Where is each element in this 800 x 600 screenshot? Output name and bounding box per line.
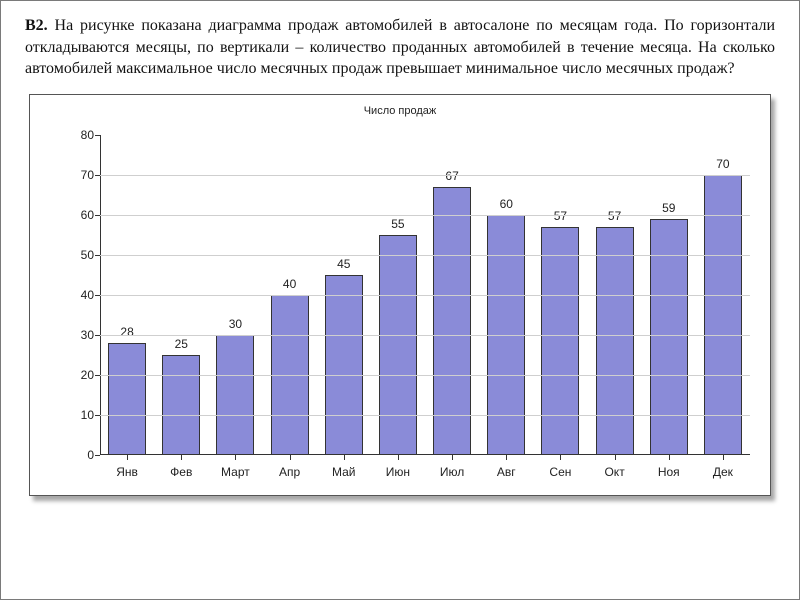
bar-value-label: 57 <box>540 209 580 223</box>
bar <box>108 343 146 455</box>
grid-line <box>100 175 750 176</box>
ytick-mark <box>95 455 100 456</box>
grid-line <box>100 375 750 376</box>
xtick-label: Март <box>221 465 250 479</box>
problem-text: В2. На рисунке показана диаграмма продаж… <box>25 15 775 80</box>
xtick-label: Ноя <box>658 465 680 479</box>
bar-value-label: 70 <box>703 157 743 171</box>
bar-value-label: 40 <box>270 277 310 291</box>
xtick-label: Июн <box>386 465 410 479</box>
ytick-mark <box>95 415 100 416</box>
bar-value-label: 60 <box>486 197 526 211</box>
bar <box>162 355 200 455</box>
ytick-mark <box>95 135 100 136</box>
xtick-mark <box>344 455 345 460</box>
xtick-label: Май <box>332 465 356 479</box>
grid-line <box>100 415 750 416</box>
bar <box>541 227 579 455</box>
xtick-mark <box>452 455 453 460</box>
xtick-mark <box>506 455 507 460</box>
xtick-label: Дек <box>713 465 733 479</box>
xtick-mark <box>669 455 670 460</box>
xtick-label: Июл <box>440 465 464 479</box>
xtick-mark <box>290 455 291 460</box>
chart-container: Число продаж 28Янв25Фев30Март40Апр45Май5… <box>29 94 771 496</box>
grid-line <box>100 335 750 336</box>
xtick-mark <box>723 455 724 460</box>
xtick-mark <box>398 455 399 460</box>
xtick-label: Апр <box>279 465 300 479</box>
ytick-label: 70 <box>60 168 94 182</box>
xtick-mark <box>560 455 561 460</box>
ytick-mark <box>95 335 100 336</box>
xtick-label: Янв <box>116 465 138 479</box>
bar-value-label: 30 <box>215 317 255 331</box>
chart-plot-area: 28Янв25Фев30Март40Апр45Май55Июн67Июл60Ав… <box>100 135 750 455</box>
ytick-mark <box>95 295 100 296</box>
ytick-label: 50 <box>60 248 94 262</box>
ytick-mark <box>95 255 100 256</box>
bar-value-label: 59 <box>649 201 689 215</box>
bar <box>596 227 634 455</box>
problem-label: В2. <box>25 17 48 34</box>
bar <box>216 335 254 455</box>
grid-line <box>100 255 750 256</box>
xtick-mark <box>127 455 128 460</box>
ytick-label: 60 <box>60 208 94 222</box>
bar-value-label: 67 <box>432 169 472 183</box>
problem-body: На рисунке показана диаграмма продаж авт… <box>25 17 775 77</box>
ytick-label: 20 <box>60 368 94 382</box>
bar-value-label: 57 <box>595 209 635 223</box>
ytick-mark <box>95 175 100 176</box>
bar <box>379 235 417 455</box>
xtick-label: Авг <box>497 465 516 479</box>
chart-title: Число продаж <box>30 95 770 117</box>
bar-value-label: 25 <box>161 337 201 351</box>
bar-value-label: 55 <box>378 217 418 231</box>
xtick-mark <box>615 455 616 460</box>
ytick-label: 40 <box>60 288 94 302</box>
bar <box>325 275 363 455</box>
bar-value-label: 45 <box>324 257 364 271</box>
xtick-label: Сен <box>549 465 571 479</box>
ytick-mark <box>95 375 100 376</box>
ytick-label: 0 <box>60 448 94 462</box>
grid-line <box>100 215 750 216</box>
ytick-label: 30 <box>60 328 94 342</box>
ytick-mark <box>95 215 100 216</box>
xtick-label: Окт <box>604 465 624 479</box>
bar <box>704 175 742 455</box>
xtick-mark <box>181 455 182 460</box>
grid-line <box>100 295 750 296</box>
xtick-label: Фев <box>170 465 192 479</box>
bar-value-label: 28 <box>107 325 147 339</box>
page-frame: В2. На рисунке показана диаграмма продаж… <box>0 0 800 600</box>
ytick-label: 10 <box>60 408 94 422</box>
xtick-mark <box>235 455 236 460</box>
ytick-label: 80 <box>60 128 94 142</box>
